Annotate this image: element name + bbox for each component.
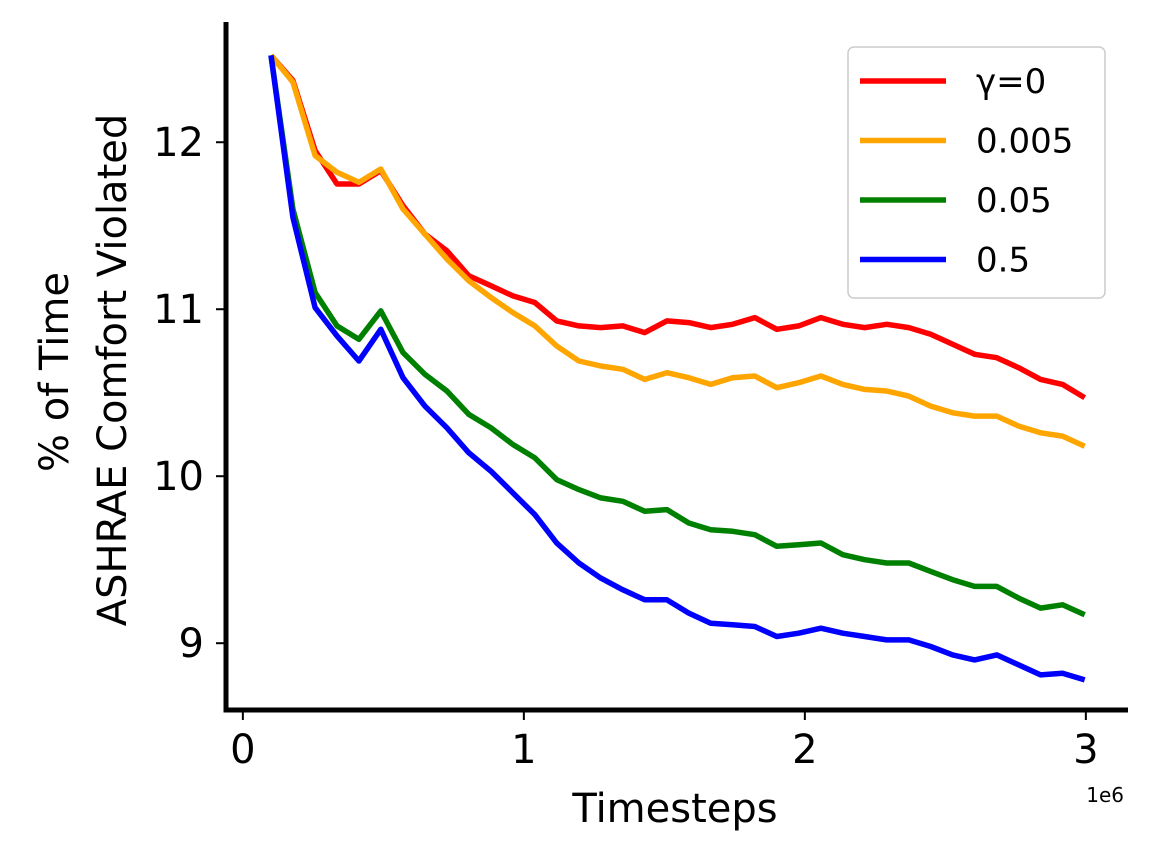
- y-tick-label-0: 9: [179, 621, 204, 667]
- series-line-2: [268, 55, 1086, 618]
- x-axis-offset-label: 1e6: [1086, 783, 1124, 807]
- x-tick-label-0: 0: [230, 727, 255, 773]
- legend-label-3: 0.5: [976, 241, 1030, 281]
- x-tick-label-1: 1: [511, 727, 536, 773]
- x-axis-label: Timesteps: [571, 786, 777, 832]
- y-axis-label-line1: % of Time: [32, 272, 78, 472]
- legend-label-0: γ=0: [976, 62, 1046, 102]
- y-tick-label-2: 11: [153, 287, 204, 333]
- x-tick-label-3: 3: [1073, 727, 1098, 773]
- legend-items: γ=0 0.005 0.05 0.5: [860, 62, 1073, 281]
- y-tick-layer: 9 10 11 12: [153, 120, 226, 667]
- y-axis-label-line2: ASHRAE Comfort Violated: [90, 114, 136, 627]
- legend: γ=0 0.005 0.05 0.5: [847, 46, 1106, 299]
- series-layer: [268, 53, 1087, 683]
- series-line-1: [268, 53, 1086, 449]
- legend-label-2: 0.05: [976, 181, 1052, 221]
- y-axis-label: % of Time ASHRAE Comfort Violated: [32, 114, 136, 627]
- series-line-3: [268, 55, 1086, 683]
- legend-box: [847, 46, 1106, 299]
- y-tick-label-3: 12: [153, 120, 204, 166]
- x-tick-layer: 0 1 2 3: [230, 710, 1099, 773]
- x-tick-label-2: 2: [792, 727, 817, 773]
- legend-label-1: 0.005: [976, 122, 1073, 162]
- y-tick-label-1: 10: [153, 454, 204, 500]
